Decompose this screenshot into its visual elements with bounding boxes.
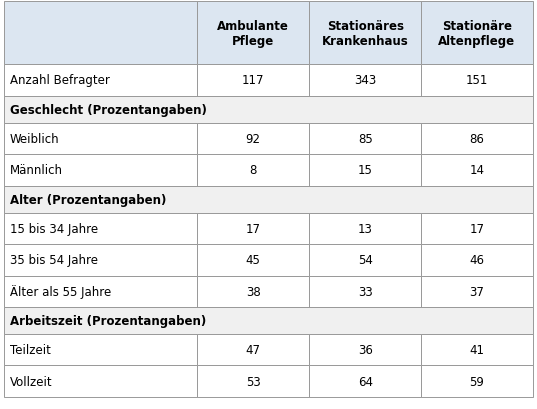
Bar <box>4 186 533 213</box>
Bar <box>309 2 421 65</box>
Text: 47: 47 <box>245 344 260 357</box>
Bar <box>197 335 309 366</box>
Bar <box>4 213 197 245</box>
Bar <box>4 155 197 186</box>
Text: 343: 343 <box>354 74 376 87</box>
Text: 15: 15 <box>358 164 373 177</box>
Text: 38: 38 <box>246 285 260 298</box>
Text: Ambulante
Pflege: Ambulante Pflege <box>217 20 289 47</box>
Bar <box>309 276 421 307</box>
Bar <box>4 276 197 307</box>
Bar <box>309 155 421 186</box>
Text: 17: 17 <box>469 222 484 236</box>
Text: 86: 86 <box>469 133 484 146</box>
Bar <box>421 335 533 366</box>
Bar <box>309 124 421 155</box>
Bar <box>4 2 197 65</box>
Bar <box>4 366 197 397</box>
Text: Männlich: Männlich <box>10 164 63 177</box>
Bar <box>309 366 421 397</box>
Text: 151: 151 <box>466 74 488 87</box>
Text: Alter (Prozentangaben): Alter (Prozentangaben) <box>10 193 166 206</box>
Bar <box>421 213 533 245</box>
Bar <box>421 65 533 97</box>
Bar <box>421 245 533 276</box>
Bar <box>421 155 533 186</box>
Bar <box>4 124 197 155</box>
Text: 46: 46 <box>469 254 484 267</box>
Text: Arbeitszeit (Prozentangaben): Arbeitszeit (Prozentangaben) <box>10 314 206 327</box>
Text: 35 bis 54 Jahre: 35 bis 54 Jahre <box>10 254 98 267</box>
Text: Älter als 55 Jahre: Älter als 55 Jahre <box>10 284 111 299</box>
Text: Weiblich: Weiblich <box>10 133 59 146</box>
Bar <box>197 245 309 276</box>
Text: 36: 36 <box>358 344 373 357</box>
Text: 85: 85 <box>358 133 373 146</box>
Bar <box>4 97 533 124</box>
Bar <box>309 245 421 276</box>
Text: Anzahl Befragter: Anzahl Befragter <box>10 74 110 87</box>
Bar <box>421 124 533 155</box>
Text: Geschlecht (Prozentangaben): Geschlecht (Prozentangaben) <box>10 103 207 117</box>
Text: 64: 64 <box>358 375 373 388</box>
Bar <box>309 213 421 245</box>
Text: 13: 13 <box>358 222 373 236</box>
Text: Stationäres
Krankenhaus: Stationäres Krankenhaus <box>322 20 409 47</box>
Text: 37: 37 <box>469 285 484 298</box>
Bar <box>197 276 309 307</box>
Bar <box>421 276 533 307</box>
Text: 59: 59 <box>469 375 484 388</box>
Bar <box>197 124 309 155</box>
Text: 15 bis 34 Jahre: 15 bis 34 Jahre <box>10 222 98 236</box>
Text: 33: 33 <box>358 285 373 298</box>
Bar <box>4 335 197 366</box>
Bar <box>197 2 309 65</box>
Bar <box>421 366 533 397</box>
Text: 117: 117 <box>242 74 264 87</box>
Text: 53: 53 <box>246 375 260 388</box>
Text: 92: 92 <box>245 133 260 146</box>
Bar <box>4 245 197 276</box>
Bar <box>4 307 533 335</box>
Text: 54: 54 <box>358 254 373 267</box>
Text: 45: 45 <box>246 254 260 267</box>
Bar <box>421 2 533 65</box>
Bar <box>197 65 309 97</box>
Text: Teilzeit: Teilzeit <box>10 344 50 357</box>
Bar <box>197 366 309 397</box>
Text: 8: 8 <box>250 164 257 177</box>
Text: Stationäre
Altenpflege: Stationäre Altenpflege <box>438 20 516 47</box>
Bar <box>309 65 421 97</box>
Bar <box>197 213 309 245</box>
Bar <box>309 335 421 366</box>
Bar <box>4 65 197 97</box>
Text: 41: 41 <box>469 344 484 357</box>
Text: Vollzeit: Vollzeit <box>10 375 52 388</box>
Text: 14: 14 <box>469 164 484 177</box>
Text: 17: 17 <box>245 222 260 236</box>
Bar <box>197 155 309 186</box>
